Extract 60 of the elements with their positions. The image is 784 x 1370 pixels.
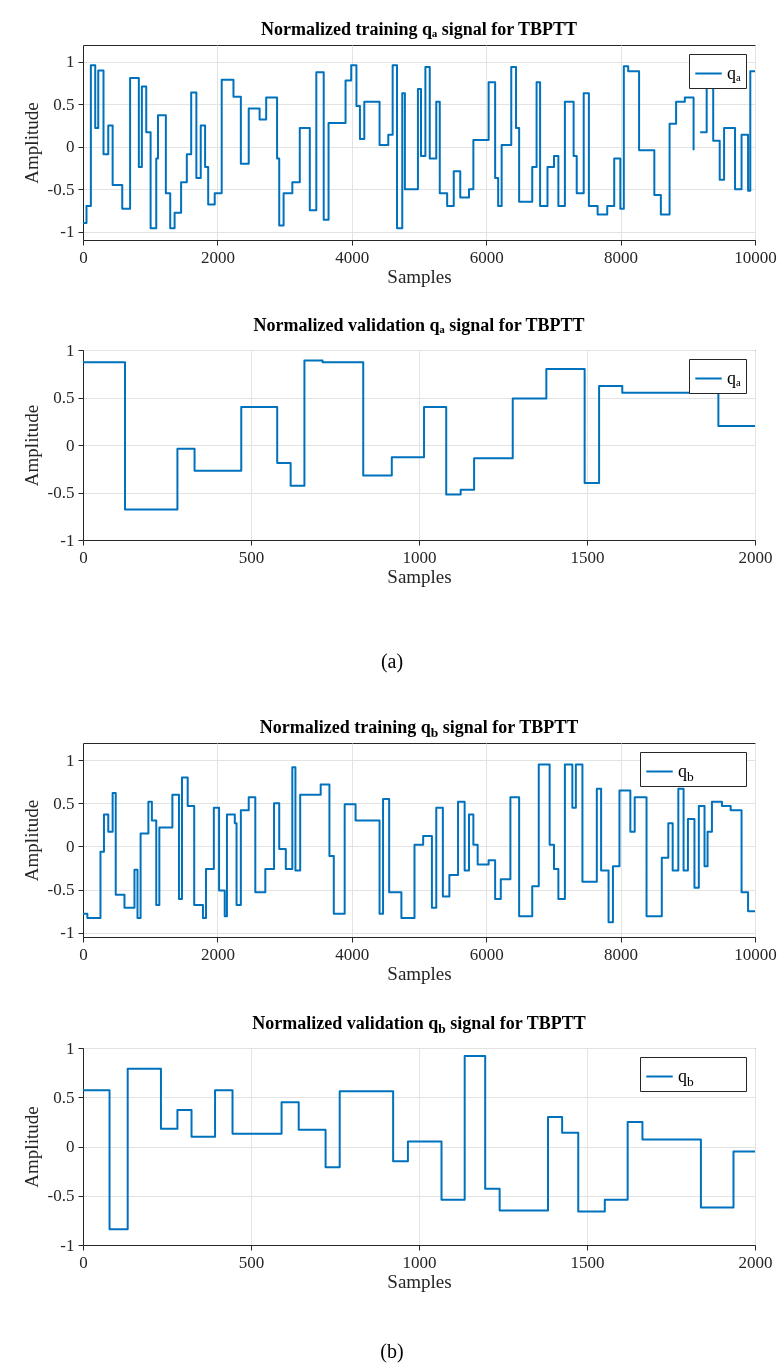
y-tick-label: 0 (66, 1137, 75, 1156)
x-tick-label: 2000 (738, 547, 773, 567)
x-axis-title: Samples (387, 565, 452, 587)
legend-label: qₐ (727, 367, 741, 388)
text: (a) (379, 650, 405, 673)
y-tick-label: 0 (66, 137, 75, 157)
y-tick-label: 1 (66, 750, 75, 770)
chart-title: Normalized training q$_{b}$ signal for TBPTT (259, 717, 579, 740)
x-tick-label: 500 (238, 1252, 265, 1272)
y-tick-label: -0.5 (47, 1186, 75, 1206)
y-tick-label: 1 (66, 52, 75, 72)
x-tick-label: 2000 (200, 247, 235, 267)
y-tick-label: 0 (66, 836, 75, 856)
y-tick-label: -0.5 (47, 880, 75, 900)
y-axis-title: Amplitude (20, 1106, 42, 1188)
x-tick-label: 2000 (200, 944, 235, 964)
x-tick-label: 1500 (570, 1252, 605, 1272)
y-tick-label: -0.5 (47, 483, 75, 502)
x-tick-label: 4000 (335, 944, 370, 964)
x-tick-label: 1000 (402, 1252, 437, 1272)
legend-label: q$_{b}$ (678, 1065, 694, 1088)
y-tick-label: -1 (60, 1235, 75, 1255)
x-tick-label: 6000 (469, 247, 504, 267)
x-axis-title: Samples (387, 1270, 452, 1292)
y-tick-label: 0 (66, 435, 75, 455)
x-tick-label: 8000 (604, 247, 639, 267)
legend-label: q$_{b}$ (678, 760, 694, 783)
x-axis-title: Samples (387, 265, 452, 287)
y-tick-label: 0.5 (53, 793, 75, 813)
y-tick-label: -1 (60, 923, 75, 943)
chart-title: Normalized validation qₐ signal for TBPTT (253, 315, 585, 335)
chart-title: Normalized validation q$_{b}$ signal for TBPTT (252, 1013, 586, 1036)
y-tick-label: 0.5 (53, 1087, 75, 1107)
x-tick-label: 1000 (402, 547, 437, 567)
x-tick-label: 0 (79, 547, 88, 567)
x-tick-label: 0 (79, 944, 88, 964)
y-tick-label: 0.5 (53, 388, 75, 407)
x-tick-label: 500 (238, 547, 265, 567)
x-tick-label: 10000 (734, 247, 777, 267)
y-tick-label: -0.5 (47, 179, 75, 199)
y-tick-label: -1 (60, 530, 75, 550)
y-tick-label: 1 (66, 340, 75, 360)
x-tick-label: 6000 (469, 944, 504, 964)
x-axis-title: Samples (387, 962, 452, 984)
y-axis-title: Amplitude (20, 404, 42, 487)
x-tick-label: 1500 (570, 547, 605, 567)
x-tick-label: 4000 (335, 247, 370, 267)
x-tick-label: 10000 (734, 944, 777, 964)
chart-title: Normalized training qₐ signal for TBPTT (260, 19, 578, 39)
y-axis-title: Amplitude (20, 102, 42, 184)
x-tick-label: 0 (79, 1252, 88, 1272)
x-tick-label: 8000 (604, 944, 639, 964)
x-tick-label: 2000 (738, 1252, 773, 1272)
y-tick-label: 0.5 (53, 94, 75, 114)
text: (b) (379, 1340, 405, 1363)
y-tick-label: 1 (66, 1038, 75, 1058)
y-tick-label: -1 (60, 222, 75, 242)
legend-label: qₐ (727, 62, 741, 83)
y-axis-title: Amplitude (20, 799, 42, 882)
x-tick-label: 0 (79, 247, 88, 267)
